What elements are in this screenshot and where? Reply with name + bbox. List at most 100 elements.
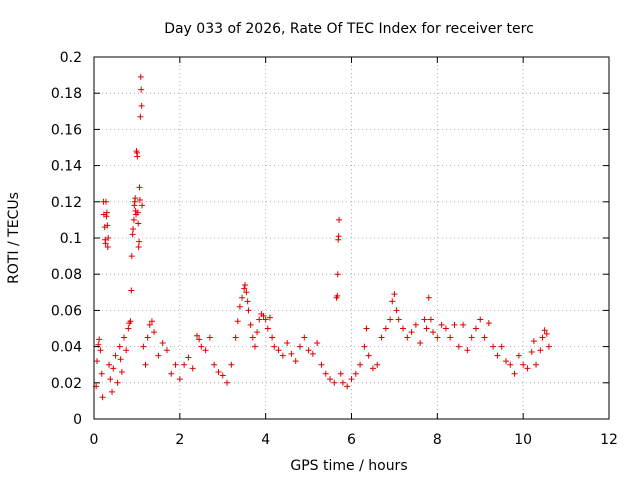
data-point (96, 336, 103, 343)
data-point (387, 316, 394, 323)
data-point (130, 216, 137, 223)
data-point (339, 379, 346, 386)
data-point (412, 321, 419, 328)
data-point (408, 329, 415, 336)
data-point (130, 225, 137, 232)
data-point (389, 298, 396, 305)
data-point (314, 339, 321, 346)
data-point (243, 289, 250, 296)
y-tick-label: 0.2 (60, 50, 82, 66)
data-point (541, 327, 548, 334)
data-point (136, 238, 143, 245)
data-point (128, 253, 135, 260)
data-point (275, 347, 282, 354)
data-point (524, 365, 531, 372)
data-point (266, 314, 273, 321)
y-tick-label: 0 (73, 412, 82, 428)
data-point (172, 361, 179, 368)
data-point (112, 352, 119, 359)
data-point (490, 343, 497, 350)
data-point (211, 361, 218, 368)
data-point (123, 347, 130, 354)
data-point (400, 325, 406, 332)
data-point (239, 294, 246, 301)
data-point (391, 291, 398, 298)
data-point (331, 379, 338, 386)
data-point (260, 312, 267, 319)
data-point (103, 198, 110, 205)
y-tick-label: 0.12 (51, 195, 82, 211)
data-point (98, 370, 105, 377)
data-point (515, 352, 522, 359)
data-point (136, 184, 143, 191)
data-point (232, 334, 239, 341)
data-point (485, 320, 492, 327)
data-point (135, 220, 142, 227)
x-tick-label: 8 (433, 432, 442, 448)
data-point (503, 358, 509, 365)
data-point (421, 316, 428, 323)
data-point (104, 244, 111, 251)
data-point (336, 216, 343, 223)
data-point (455, 343, 462, 350)
data-point (425, 294, 432, 301)
data-point (144, 334, 151, 341)
data-point (254, 329, 261, 336)
data-point (140, 343, 147, 350)
data-point (121, 334, 128, 341)
data-point (533, 361, 540, 368)
data-point (369, 365, 376, 372)
data-point (181, 361, 188, 368)
data-point (334, 271, 341, 278)
data-point (288, 350, 295, 357)
data-point (244, 298, 251, 305)
data-point (318, 361, 325, 368)
y-axis-tick-labels: 0 0.02 0.04 0.06 0.08 0.1 0.12 0.14 0.16 0.18 0.2 (51, 50, 82, 428)
data-point (434, 334, 441, 341)
data-point (251, 343, 258, 350)
data-point (202, 347, 209, 354)
data-point (107, 376, 114, 383)
data-point (129, 231, 136, 238)
data-point (352, 370, 359, 377)
data-point (142, 361, 149, 368)
data-point (189, 365, 196, 372)
data-point (481, 334, 488, 341)
data-point (249, 334, 256, 341)
data-point (125, 325, 132, 332)
data-point (247, 321, 254, 328)
data-point (185, 354, 192, 361)
data-point (393, 307, 400, 314)
data-points (93, 73, 552, 401)
data-point (134, 209, 141, 216)
data-point (256, 316, 263, 323)
chart-title: Day 033 of 2026, Rate Of TEC Index for r… (164, 21, 534, 37)
data-point (206, 334, 213, 341)
data-point (176, 376, 183, 383)
data-point (382, 325, 389, 332)
data-point (442, 325, 449, 332)
data-point (327, 376, 334, 383)
data-point (378, 334, 385, 341)
data-point (106, 361, 113, 368)
data-point (132, 195, 139, 202)
data-point (309, 350, 316, 357)
data-point (528, 349, 535, 356)
data-point (97, 347, 104, 354)
data-point (305, 347, 312, 354)
data-point (395, 316, 402, 323)
y-tick-label: 0.08 (51, 267, 82, 283)
data-point (427, 316, 434, 323)
data-point (374, 361, 381, 368)
data-point (242, 282, 249, 289)
data-point (194, 332, 200, 339)
data-point (464, 347, 471, 354)
data-point (545, 343, 552, 350)
x-tick-label: 10 (514, 432, 532, 448)
data-point (494, 352, 501, 359)
data-point (262, 316, 269, 323)
data-point (477, 316, 484, 323)
data-point (451, 321, 458, 328)
